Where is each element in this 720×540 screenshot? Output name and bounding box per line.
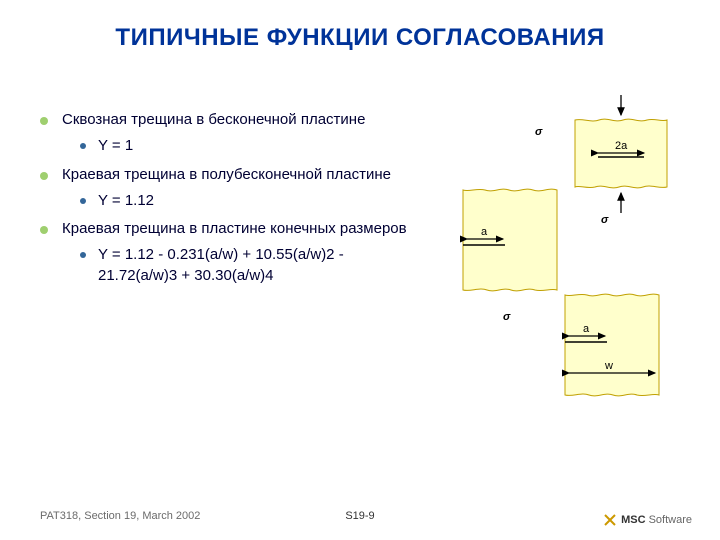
bullet-3: Краевая трещина в пластине конечных разм…	[40, 219, 420, 286]
body-content: Сквозная трещина в бесконечной пластине …	[40, 110, 420, 294]
footer-logo: MSC Software	[602, 512, 692, 528]
bullet-1-text: Сквозная трещина в бесконечной пластине	[62, 111, 365, 128]
bullet-1: Сквозная трещина в бесконечной пластине …	[40, 110, 420, 157]
bullet-2-text: Краевая трещина в полубесконечной пласти…	[62, 166, 391, 183]
slide-title: ТИПИЧНЫЕ ФУНКЦИИ СОГЛАСОВАНИЯ	[0, 0, 720, 52]
logo-icon	[602, 512, 618, 528]
bullet-2-sub-1: Y = 1.12	[80, 191, 420, 211]
bullet-1-sub-1: Y = 1	[80, 136, 420, 156]
bullet-3-text: Краевая трещина в пластине конечных разм…	[62, 220, 407, 237]
logo-text: Software	[646, 514, 692, 526]
label-a-bot: a	[583, 323, 590, 335]
bullet-3-sub-1: Y = 1.12 - 0.231(a/w) + 10.55(a/w)2 - 21…	[80, 245, 420, 286]
bullet-2: Краевая трещина в полубесконечной пласти…	[40, 165, 420, 212]
label-sigma-mid: σ	[503, 311, 511, 323]
panel-finite-width: a w	[565, 294, 659, 396]
label-sigma-top2: σ	[601, 214, 609, 226]
diagram: 2a σ σ a σ a	[445, 95, 700, 415]
label-a-mid: a	[481, 226, 488, 238]
panel-semi-infinite: a σ	[463, 189, 557, 323]
label-sigma-top: σ	[535, 126, 543, 138]
label-2a: 2a	[615, 140, 628, 152]
label-w: w	[604, 360, 613, 372]
